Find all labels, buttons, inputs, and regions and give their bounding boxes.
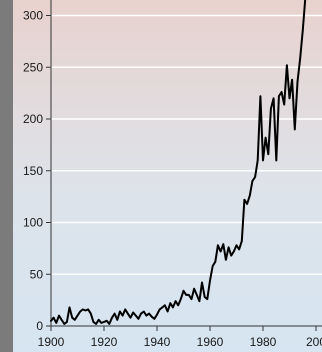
y-tick-label-200: 200	[23, 112, 43, 126]
y-tick-label-0: 0	[36, 319, 43, 333]
y-tick-label-300: 300	[23, 9, 43, 23]
y-tick-label-100: 100	[23, 216, 43, 230]
plot-background	[13, 0, 322, 352]
y-tick-label-250: 250	[23, 60, 43, 74]
axes	[46, 0, 322, 331]
series-line-0	[50, 0, 307, 325]
x-tick-labels: 1900 1920 1940 1960 1980 200	[38, 335, 322, 349]
x-tick-label-1960: 1960	[197, 335, 224, 349]
x-tick-label-1980: 1980	[250, 335, 277, 349]
x-tick-label-1920: 1920	[91, 335, 118, 349]
series-layer	[50, 0, 307, 325]
x-tick-label-2000: 200	[306, 335, 322, 349]
y-tick-labels: 0 50 100 150 200 250 300	[23, 9, 43, 334]
grid	[49, 14, 322, 275]
x-tick-label-1940: 1940	[144, 335, 171, 349]
left-edge-strip	[0, 0, 13, 352]
y-tick-label-150: 150	[23, 164, 43, 178]
y-tick-label-50: 50	[30, 267, 44, 281]
x-tick-label-1900: 1900	[38, 335, 65, 349]
